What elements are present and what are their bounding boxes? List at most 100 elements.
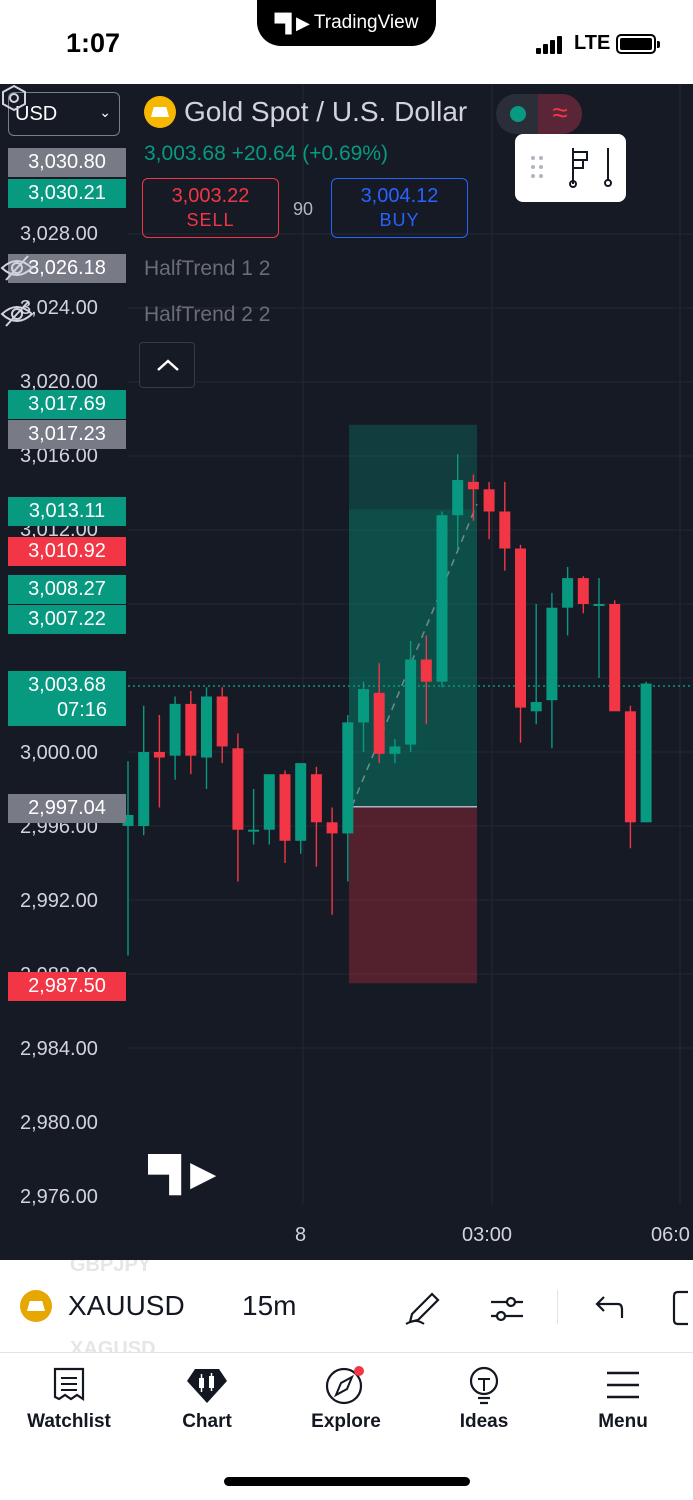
tab-label: Explore <box>311 1411 381 1432</box>
dynamic-island-app-pill[interactable]: ▀▌▶ TradingView <box>257 0 436 46</box>
candle-body <box>499 511 511 549</box>
indicator-halftrend-1[interactable]: HalfTrend 1 2 <box>144 257 271 280</box>
chart-grid <box>128 84 693 1204</box>
market-open-dot-icon <box>510 106 526 122</box>
candlestick-chart[interactable] <box>0 84 693 1260</box>
interval-selector[interactable]: 15m <box>242 1290 297 1321</box>
price-tag: 3,007.22 <box>8 605 126 634</box>
candle-body <box>169 703 181 756</box>
chart-icon <box>187 1369 227 1403</box>
candle-body <box>122 814 134 826</box>
drawing-tools-widget[interactable] <box>515 134 626 202</box>
notification-dot <box>354 1366 364 1376</box>
drag-handle-icon[interactable] <box>515 134 626 202</box>
long-position-tool-icon <box>569 148 588 188</box>
market-status-pill[interactable]: ≈ <box>496 94 582 134</box>
candle-body <box>201 696 212 758</box>
price-tag: 3,008.27 <box>8 575 126 604</box>
undo-icon[interactable] <box>588 1288 628 1328</box>
price-axis-label: 2,992.00 <box>20 890 98 912</box>
candle <box>201 687 212 789</box>
current-price-tag: 3,003.68 07:16 <box>8 671 126 726</box>
currency-selector[interactable]: USD ⌄ <box>8 92 120 136</box>
candle <box>122 761 134 956</box>
candle <box>530 604 542 725</box>
candle <box>138 705 150 836</box>
candle <box>373 663 385 764</box>
lightbulb-icon <box>469 1366 499 1405</box>
candle-body <box>624 711 636 823</box>
tab-watchlist[interactable]: Watchlist <box>9 1365 129 1433</box>
trend-line <box>351 503 478 807</box>
candle-body <box>295 763 307 841</box>
candle <box>515 544 526 743</box>
symbol-picker-next[interactable]: XAGUSD <box>70 1338 156 1352</box>
tab-chart[interactable]: Chart <box>147 1365 267 1433</box>
position-zones <box>349 424 477 984</box>
price-axis-label: 2,984.00 <box>20 1038 98 1060</box>
candle <box>546 592 558 749</box>
chevron-down-icon: ⌄ <box>99 104 111 120</box>
candle-body <box>562 578 574 608</box>
candle-body <box>467 481 479 490</box>
tab-bar: Watchlist Chart Explore Ideas <box>0 1352 693 1500</box>
price-tag: 3,030.21 <box>8 179 126 208</box>
candle <box>248 789 260 845</box>
tab-label: Menu <box>598 1411 648 1432</box>
candle-body <box>342 722 354 834</box>
indicator-sliders-icon[interactable] <box>487 1288 527 1328</box>
symbol-legend[interactable]: Gold Spot / U.S. Dollar <box>144 96 467 128</box>
candle-body <box>310 774 322 823</box>
tab-ideas[interactable]: Ideas <box>424 1365 544 1433</box>
candle-body <box>483 489 495 512</box>
home-indicator <box>224 1477 470 1486</box>
tab-label: Chart <box>182 1411 232 1432</box>
candle-body <box>420 659 432 682</box>
candle <box>358 681 369 752</box>
candle-body <box>577 578 589 604</box>
draw-pen-icon[interactable] <box>402 1288 442 1328</box>
price-axis-label: 3,000.00 <box>20 742 98 764</box>
symbol-picker-prev[interactable]: GBPJPY <box>70 1260 152 1276</box>
candle-body <box>358 689 369 723</box>
candle <box>216 687 228 764</box>
tab-menu[interactable]: Menu <box>563 1365 683 1433</box>
cellular-signal-icon <box>536 36 562 54</box>
candle-body <box>452 480 464 516</box>
tradingview-watermark-icon: ▀▌▶ <box>148 1155 216 1193</box>
indicator-halftrend-2[interactable]: HalfTrend 2 2 <box>144 303 271 326</box>
candle <box>232 733 244 882</box>
settings-gear-icon[interactable] <box>0 84 28 112</box>
candle <box>609 600 621 712</box>
price-tag: 2,987.50 <box>8 972 126 1001</box>
watchlist-icon <box>53 1367 85 1402</box>
candle-body <box>248 829 260 832</box>
quote-line: 3,003.68 +20.64 (+0.69%) <box>144 142 389 165</box>
candle <box>420 635 432 725</box>
symbol-name[interactable]: XAUUSD <box>68 1290 185 1321</box>
price-axis-label: 3,024.00 <box>20 297 98 319</box>
price-tag: 3,010.92 <box>8 537 126 566</box>
candle <box>279 770 291 863</box>
sell-button[interactable]: 3,003.22 SELL <box>142 178 279 238</box>
candle-body <box>263 774 275 830</box>
sell-price: 3,003.22 <box>171 185 250 207</box>
candle <box>624 705 636 849</box>
buy-button[interactable]: 3,004.12 BUY <box>331 178 468 238</box>
eye-off-icon[interactable] <box>0 254 34 282</box>
chart-area[interactable]: USD ⌄ 3,028.00 3,024.00 3,020.00 3,016.0… <box>0 84 693 1260</box>
candle-body <box>515 548 526 708</box>
candle <box>640 681 652 823</box>
collapse-legend-button[interactable] <box>139 342 195 388</box>
price-axis-label: 3,016.00 <box>20 445 98 467</box>
fullscreen-icon[interactable] <box>670 1288 693 1328</box>
battery-icon <box>616 34 660 54</box>
candle-body <box>232 748 244 830</box>
current-price-value: 3,003.68 <box>28 674 106 696</box>
gold-coin-icon <box>20 1290 52 1322</box>
price-axis-label: 2,976.00 <box>20 1186 98 1208</box>
eye-off-icon[interactable] <box>0 300 34 328</box>
spread-value: 90 <box>293 199 314 219</box>
candle <box>169 696 181 780</box>
tab-explore[interactable]: Explore <box>286 1365 406 1433</box>
